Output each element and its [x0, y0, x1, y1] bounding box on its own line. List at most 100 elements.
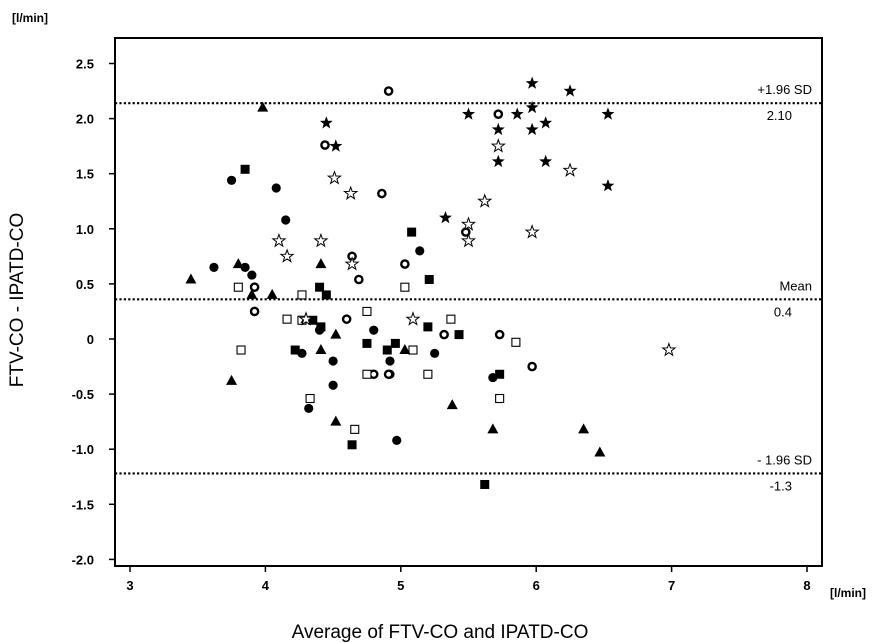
- filled-square-point: [454, 330, 464, 340]
- y-axis: 2.5 2.0 1.5 1.0 0.5 0 -0.5 -1.0 -1.5 -2.0: [72, 57, 115, 567]
- open-circle-point: [249, 306, 260, 317]
- filled-circle-point: [226, 175, 237, 185]
- filled-square-point: [382, 345, 392, 355]
- filled-star-point: [525, 122, 539, 136]
- open-circle-point: [383, 86, 394, 96]
- open-square-point: [446, 314, 456, 324]
- filled-circle-point: [281, 215, 291, 225]
- y-tick-label: 1.5: [76, 167, 94, 182]
- open-square-point: [233, 282, 243, 292]
- filled-star-point: [525, 76, 539, 89]
- open-star-point: [524, 224, 540, 239]
- open-square-point: [400, 282, 410, 292]
- filled-circle-point: [247, 270, 257, 280]
- open-circle-point: [493, 109, 504, 119]
- filled-circle-point: [240, 262, 250, 272]
- filled-star-point: [563, 84, 577, 97]
- filled-star-point: [439, 211, 452, 224]
- filled-square-point: [315, 282, 325, 292]
- open-circle-point: [494, 329, 505, 340]
- reference-line-label: +1.96 SD: [757, 82, 812, 97]
- open-star-point: [405, 311, 421, 326]
- open-star-point: [298, 311, 314, 326]
- y-tick-label: -1.5: [72, 497, 94, 512]
- open-star-point: [562, 162, 578, 177]
- filled-triangle-point: [578, 423, 590, 434]
- open-circle-point: [320, 140, 330, 150]
- open-square-point: [423, 369, 433, 379]
- open-star-point: [279, 248, 295, 263]
- open-circle-point: [400, 259, 410, 269]
- x-axis: 3 4 5 6 7 8: [126, 566, 811, 593]
- open-square-point: [350, 424, 360, 434]
- filled-star-point: [539, 154, 553, 168]
- filled-square-point: [321, 290, 331, 300]
- filled-square-point: [480, 479, 490, 489]
- filled-triangle-point: [226, 374, 238, 385]
- filled-square-point: [308, 315, 318, 325]
- filled-star-point: [525, 100, 539, 114]
- x-unit-label: [l/min]: [830, 586, 866, 600]
- filled-triangle-point: [246, 288, 258, 299]
- y-tick-label: -1.0: [72, 442, 94, 457]
- filled-square-point: [362, 338, 372, 348]
- x-tick-label: 5: [397, 578, 404, 593]
- filled-star-point: [462, 107, 475, 120]
- filled-triangle-point: [594, 446, 606, 457]
- filled-square-point: [240, 164, 250, 174]
- y-tick-label: 1.0: [76, 222, 94, 237]
- filled-triangle-point: [266, 288, 278, 299]
- filled-triangle-point: [315, 344, 327, 355]
- open-circle-point: [354, 274, 364, 285]
- plot-frame: [114, 37, 823, 567]
- x-tick-label: 4: [262, 578, 270, 593]
- y-tick-label: -0.5: [72, 387, 94, 402]
- filled-square-point: [495, 369, 505, 379]
- filled-square-point: [424, 274, 434, 284]
- filled-circle-point: [328, 356, 338, 366]
- filled-circle-point: [415, 246, 425, 256]
- filled-star-point: [329, 139, 343, 152]
- reference-line-value: -1.3: [770, 478, 792, 493]
- filled-square-point: [390, 338, 400, 348]
- open-square-point: [282, 314, 292, 324]
- open-square-point: [236, 345, 246, 355]
- filled-triangle-point: [257, 101, 269, 112]
- filled-square-point: [407, 227, 417, 237]
- open-star-point: [313, 232, 329, 248]
- open-circle-point: [377, 188, 387, 199]
- filled-square-point: [316, 322, 326, 332]
- y-tick-label: -2.0: [72, 552, 94, 567]
- reference-line-label: - 1.96 SD: [757, 452, 812, 467]
- x-axis-title: Average of FTV-CO and IPATD-CO: [292, 622, 589, 643]
- reference-line-label: Mean: [779, 278, 812, 293]
- filled-circle-point: [304, 403, 314, 414]
- open-star-point: [326, 170, 343, 185]
- x-tick-label: 8: [803, 578, 810, 593]
- filled-circle-point: [392, 435, 402, 445]
- open-square-point: [408, 345, 418, 355]
- filled-square-point: [423, 322, 433, 332]
- filled-triangle-point: [330, 415, 342, 426]
- open-circle-point: [383, 369, 394, 380]
- open-square-point: [362, 306, 372, 317]
- filled-circle-point: [328, 380, 338, 390]
- open-square-point: [305, 393, 315, 404]
- filled-triangle-point: [487, 423, 499, 434]
- filled-circle-point: [271, 183, 281, 193]
- filled-circle-point: [430, 348, 440, 358]
- y-tick-label: 0: [87, 332, 94, 347]
- y-unit-label: [l/min]: [12, 11, 48, 25]
- filled-star-point: [539, 116, 553, 129]
- open-star-point: [460, 232, 477, 248]
- y-tick-label: 0.5: [76, 277, 94, 292]
- open-star-point: [477, 193, 493, 208]
- filled-star-point: [491, 122, 505, 136]
- filled-circle-point: [385, 356, 395, 366]
- filled-triangle-point: [330, 328, 342, 339]
- open-star-point: [661, 341, 677, 357]
- data-points: [185, 76, 677, 489]
- open-circle-point: [249, 282, 260, 293]
- filled-star-point: [601, 179, 615, 192]
